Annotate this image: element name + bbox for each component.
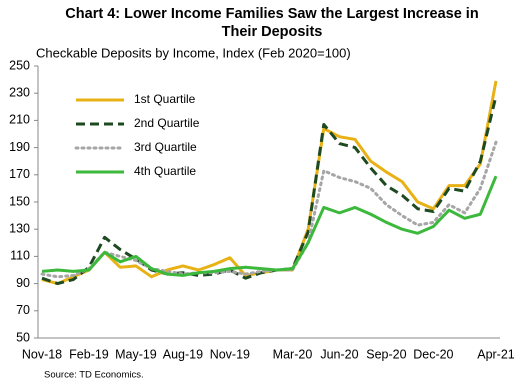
y-tick-label: 50 — [16, 330, 30, 344]
x-tick-label: Apr-21 — [477, 347, 515, 361]
x-tick-label: Nov-19 — [210, 347, 250, 361]
source-note: Source: TD Economics. — [44, 370, 144, 381]
x-tick-label: May-19 — [115, 347, 157, 361]
legend-label: 3rd Quartile — [134, 140, 197, 154]
chart-title: Their Deposits — [222, 24, 323, 40]
y-tick-label: 190 — [9, 140, 30, 154]
y-tick-label: 130 — [9, 221, 30, 235]
legend-label: 1st Quartile — [134, 92, 196, 106]
y-tick-label: 110 — [10, 249, 30, 263]
x-tick-label: Dec-20 — [413, 347, 453, 361]
x-tick-label: Sep-20 — [366, 347, 406, 361]
x-tick-label: Jun-20 — [320, 347, 358, 361]
y-tick-label: 90 — [16, 276, 30, 290]
x-tick-label: Nov-18 — [22, 347, 62, 361]
x-tick-label: Aug-19 — [163, 347, 203, 361]
x-tick-label: Mar-20 — [273, 347, 313, 361]
legend-label: 2nd Quartile — [134, 116, 200, 130]
series-line — [41, 95, 498, 286]
y-tick-label: 230 — [9, 85, 30, 99]
y-tick-label: 70 — [16, 303, 30, 317]
series-line — [41, 175, 498, 277]
chart-title: Chart 4: Lower Income Families Saw the L… — [65, 6, 478, 22]
x-tick-label: Feb-19 — [69, 347, 109, 361]
chart-subtitle: Checkable Deposits by Income, Index (Feb… — [36, 45, 351, 60]
y-tick-label: 150 — [9, 194, 30, 208]
y-tick-label: 210 — [9, 113, 30, 127]
y-tick-label: 250 — [9, 58, 30, 72]
y-tick-label: 170 — [9, 167, 30, 181]
legend-label: 4th Quartile — [134, 164, 196, 178]
